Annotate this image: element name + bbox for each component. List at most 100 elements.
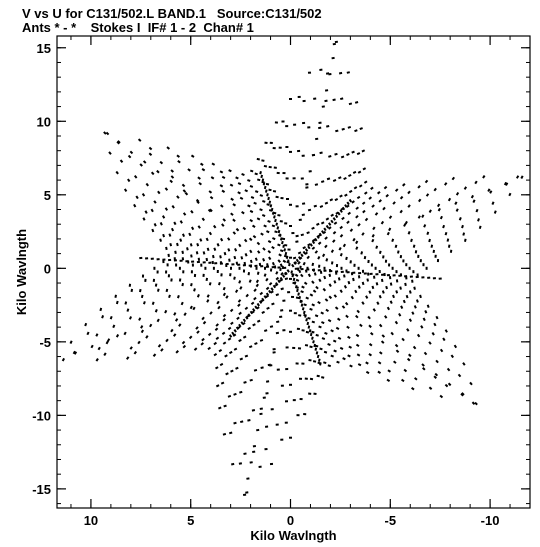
uv-point xyxy=(361,301,365,305)
uv-point xyxy=(339,346,344,350)
uv-point xyxy=(444,329,448,333)
uv-point xyxy=(309,332,313,337)
uv-point xyxy=(211,260,214,265)
uv-point xyxy=(292,256,297,260)
uv-point xyxy=(313,343,317,348)
uv-point xyxy=(300,273,304,278)
uv-point xyxy=(335,264,339,268)
uv-point xyxy=(207,332,212,337)
uv-point xyxy=(301,154,305,157)
uv-point xyxy=(389,300,393,304)
uv-point xyxy=(454,201,458,205)
uv-point xyxy=(439,394,444,399)
uv-point xyxy=(363,180,368,184)
uv-point xyxy=(206,299,210,303)
uv-point xyxy=(415,275,419,279)
uv-point xyxy=(216,269,219,274)
uv-point xyxy=(357,266,360,270)
uv-point xyxy=(385,285,388,290)
uv-point xyxy=(257,250,261,254)
uv-point xyxy=(152,353,157,357)
uv-point xyxy=(339,209,343,213)
uv-point xyxy=(368,353,373,357)
uv-point xyxy=(365,361,369,365)
uv-point xyxy=(346,271,350,274)
uv-point xyxy=(345,204,350,208)
uv-point xyxy=(408,318,413,322)
uv-point xyxy=(313,204,318,208)
uv-point xyxy=(304,344,309,347)
uv-point xyxy=(215,384,220,388)
uv-point xyxy=(269,268,273,272)
uv-point xyxy=(250,196,255,199)
uv-point xyxy=(261,214,266,217)
uv-point xyxy=(289,277,292,280)
uv-point xyxy=(338,71,343,75)
uv-point xyxy=(168,258,172,262)
uv-point xyxy=(208,261,212,264)
uv-point xyxy=(300,267,304,271)
uv-point xyxy=(168,233,172,237)
uv-point xyxy=(219,170,224,174)
uv-point xyxy=(263,224,267,228)
x-axis-title: Kilo Wavlngth xyxy=(250,528,336,543)
uv-point xyxy=(296,327,300,331)
uv-point xyxy=(181,250,184,254)
uv-point xyxy=(301,285,305,289)
uv-point xyxy=(212,224,217,229)
uv-point xyxy=(227,394,232,398)
uv-point xyxy=(205,237,209,242)
uv-point xyxy=(407,190,411,195)
uv-point xyxy=(331,56,335,60)
uv-point xyxy=(164,309,168,314)
uv-points xyxy=(61,40,524,496)
uv-point xyxy=(321,105,325,108)
uv-point xyxy=(275,222,279,226)
uv-point xyxy=(169,179,173,184)
uv-point xyxy=(334,40,339,44)
uv-point xyxy=(95,357,99,362)
uv-point xyxy=(275,195,279,199)
uv-point xyxy=(128,316,133,320)
uv-point xyxy=(258,300,263,304)
uv-point xyxy=(294,285,298,289)
uv-point xyxy=(286,259,290,263)
uv-point xyxy=(140,329,145,334)
uv-point xyxy=(329,198,334,202)
uv-point xyxy=(259,171,262,175)
uv-point xyxy=(372,308,376,312)
uv-point xyxy=(225,262,229,266)
uv-point xyxy=(395,349,400,353)
uv-point xyxy=(425,193,430,197)
uv-point xyxy=(417,254,420,259)
y-tick-label: -5 xyxy=(39,335,51,350)
uv-point xyxy=(306,231,310,235)
uv-point xyxy=(318,232,323,237)
uv-point xyxy=(270,287,274,291)
uv-point xyxy=(352,271,356,274)
uv-point xyxy=(379,351,383,355)
uv-point xyxy=(109,315,113,320)
uv-point xyxy=(332,42,336,46)
uv-point xyxy=(229,308,234,313)
uv-point xyxy=(311,262,315,267)
uv-point xyxy=(244,306,249,311)
uv-point xyxy=(330,249,335,253)
uv-point xyxy=(260,366,264,369)
uv-point xyxy=(256,319,261,323)
uv-point xyxy=(272,190,277,193)
uv-point xyxy=(275,282,279,286)
uv-point xyxy=(251,224,256,228)
uv-point xyxy=(319,362,322,366)
uv-point xyxy=(225,372,229,376)
uv-point xyxy=(248,237,253,242)
uv-point xyxy=(438,277,442,280)
uv-point xyxy=(305,330,310,334)
uv-point xyxy=(332,217,336,221)
uv-point xyxy=(455,208,459,212)
uv-point xyxy=(123,188,128,193)
uv-point xyxy=(204,266,207,270)
uv-point xyxy=(439,348,444,353)
uv-point xyxy=(302,261,306,266)
uv-point xyxy=(196,330,200,334)
